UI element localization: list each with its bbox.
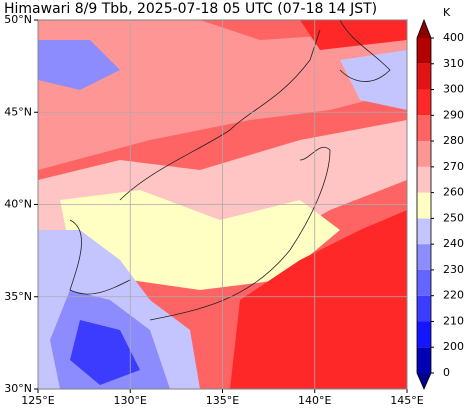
map-title: Himawari 8/9 Tbb, 2025-07-18 05 UTC (07-…	[4, 1, 377, 17]
colorbar-label: 210	[443, 314, 464, 327]
colorbar-label: 250	[443, 211, 464, 224]
x-tick-label: 125°E	[21, 394, 54, 407]
y-tick-label: 40°N	[4, 198, 32, 211]
y-tick-label: 35°N	[4, 290, 32, 303]
colorbar-label: 220	[443, 289, 464, 302]
colorbar-band	[417, 347, 431, 373]
colorbar-label: 400	[443, 31, 464, 44]
colorbar-band	[417, 89, 431, 116]
colorbar-under	[417, 373, 431, 389]
colorbar-label: 240	[443, 237, 464, 250]
colorbar-label: 0	[443, 366, 450, 379]
colorbar-band	[417, 115, 431, 142]
colorbar-label: 260	[443, 186, 464, 199]
colorbar-label: 200	[443, 340, 464, 353]
y-tick-label: 50°N	[4, 13, 32, 26]
x-tick-label: 145°E	[390, 394, 423, 407]
y-tick-label: 30°N	[4, 382, 32, 395]
y-tick-label: 45°N	[4, 105, 32, 118]
x-tick-label: 140°E	[298, 394, 331, 407]
colorbar-label: 310	[443, 57, 464, 70]
colorbar-label: 280	[443, 134, 464, 147]
colorbar-band	[417, 38, 431, 64]
colorbar-band	[417, 141, 431, 167]
colorbar-over	[417, 20, 431, 38]
colorbar-unit: K	[443, 6, 451, 19]
colorbar-band	[417, 166, 431, 193]
colorbar-band	[417, 321, 431, 348]
colorbar-band	[417, 244, 431, 270]
colorbar-label: 270	[443, 160, 464, 173]
colorbar-label: 230	[443, 263, 464, 276]
colorbar-band	[417, 295, 431, 322]
colorbar-band	[417, 269, 431, 296]
colorbar-label: 300	[443, 83, 464, 96]
colorbar-band	[417, 63, 431, 90]
colorbar-label: 290	[443, 108, 464, 121]
x-tick-label: 135°E	[206, 394, 239, 407]
x-tick-label: 130°E	[114, 394, 147, 407]
colorbar-band	[417, 192, 431, 219]
colorbar-band	[417, 218, 431, 245]
